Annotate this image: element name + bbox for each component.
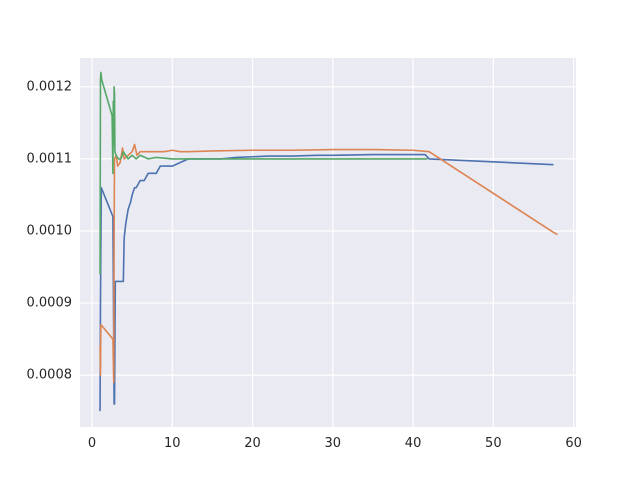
y-tick-label: 0.0011 [27,151,73,166]
x-tick-label: 40 [405,436,422,451]
x-tick-label: 10 [164,436,181,451]
x-tick-label: 60 [565,436,582,451]
series-layer [99,71,558,412]
plot-area [80,58,576,427]
x-tick-label: 0 [88,436,96,451]
y-axis: 0.0008 0.0009 0.0010 0.0011 0.0012 [27,79,73,382]
y-tick-label: 0.0009 [27,296,73,311]
y-tick-label: 0.0008 [27,368,73,383]
y-tick-label: 0.0010 [27,223,73,238]
series-line-2 [99,143,558,384]
y-tick-label: 0.0012 [27,79,73,94]
series-line-3 [99,71,428,275]
x-tick-label: 30 [325,436,342,451]
x-axis: 0 10 20 30 40 50 60 [88,436,582,451]
series-line-1 [99,153,554,412]
x-tick-label: 20 [244,436,261,451]
x-tick-label: 50 [485,436,502,451]
x-grid [91,58,575,427]
